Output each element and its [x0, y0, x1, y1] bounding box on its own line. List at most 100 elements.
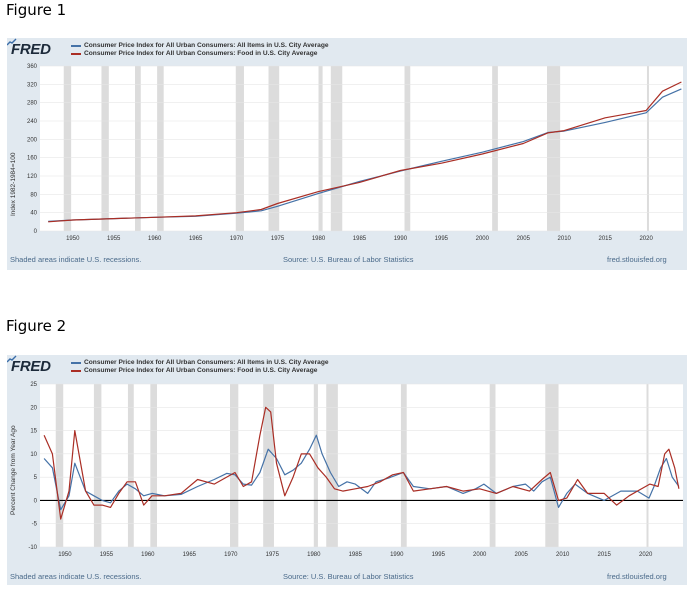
- x-tick-label: 2010: [556, 552, 570, 558]
- recession-band: [400, 384, 407, 547]
- recession-band: [330, 66, 343, 231]
- legend-swatch-red: [71, 370, 81, 372]
- y-tick-label: 5: [34, 475, 38, 481]
- y-tick-label: 40: [30, 211, 37, 217]
- source-note: Source: U.S. Bureau of Labor Statistics: [283, 255, 414, 264]
- x-tick-label: 1990: [390, 552, 404, 558]
- recession-band: [646, 66, 649, 231]
- legend-swatch-blue: [71, 45, 81, 47]
- recession-band: [318, 66, 323, 231]
- x-tick-label: 1980: [307, 552, 321, 558]
- recession-band: [489, 384, 496, 547]
- x-tick-label: 1985: [349, 552, 363, 558]
- y-tick-label: 80: [30, 192, 37, 198]
- fred-logo: FRED: [11, 358, 51, 375]
- x-tick-label: 1975: [266, 552, 280, 558]
- x-tick-label: 1965: [183, 552, 197, 558]
- y-tick-label: 15: [30, 429, 37, 435]
- x-tick-label: 1985: [353, 236, 367, 242]
- x-tick-label: 1995: [435, 236, 449, 242]
- x-tick-label: 2000: [476, 236, 490, 242]
- y-tick-label: 200: [27, 137, 38, 143]
- x-tick-label: 2005: [515, 552, 529, 558]
- legend-item-food: Consumer Price Index for All Urban Consu…: [71, 367, 329, 375]
- x-tick-label: 1955: [100, 552, 114, 558]
- recession-band: [263, 384, 274, 547]
- fred-url: fred.stlouisfed.org: [607, 572, 667, 581]
- recession-band: [646, 384, 649, 547]
- recession-note: Shaded areas indicate U.S. recessions.: [10, 572, 142, 581]
- legend-label: Consumer Price Index for All Urban Consu…: [84, 50, 318, 57]
- recession-band: [545, 384, 559, 547]
- source-note: Source: U.S. Bureau of Labor Statistics: [283, 572, 414, 581]
- x-tick-label: 2015: [599, 236, 613, 242]
- x-tick-label: 2000: [473, 552, 487, 558]
- y-tick-label: 280: [27, 101, 38, 107]
- x-tick-label: 1970: [224, 552, 238, 558]
- plot-area: [40, 384, 683, 547]
- y-tick-label: 360: [27, 64, 38, 70]
- recession-band: [157, 66, 164, 231]
- legend-swatch-red: [71, 53, 81, 55]
- figure-2-title: Figure 2: [6, 317, 67, 335]
- x-tick-label: 1980: [312, 236, 326, 242]
- figure-1-title: Figure 1: [6, 1, 67, 19]
- x-tick-label: 1950: [66, 236, 80, 242]
- x-tick-label: 2015: [598, 552, 612, 558]
- legend-label: Consumer Price Index for All Urban Consu…: [84, 359, 329, 366]
- recession-band: [150, 384, 157, 547]
- plot-area: [40, 66, 683, 231]
- recession-band: [135, 66, 141, 231]
- x-tick-label: 1960: [148, 236, 162, 242]
- recession-band: [101, 66, 109, 231]
- figure-1-plot: 0 40 80 120 160 200 240 280 320 360 1950 1955 1960 19…: [27, 64, 683, 242]
- series-line-food: [43, 406, 680, 520]
- recession-band: [229, 384, 239, 547]
- recession-band: [127, 384, 134, 547]
- fred-graph-mark-icon: [7, 38, 17, 46]
- recession-band: [268, 66, 280, 231]
- legend-item-all-items: Consumer Price Index for All Urban Consu…: [71, 359, 329, 367]
- legend-swatch-blue: [71, 362, 81, 364]
- x-tick-label: 1975: [271, 236, 285, 242]
- chart-legend: Consumer Price Index for All Urban Consu…: [71, 42, 329, 58]
- figure-2-chart-panel: FRED Consumer Price Index for All Urban …: [7, 355, 687, 585]
- y-tick-label: 10: [30, 452, 37, 458]
- series-line-food: [48, 81, 682, 223]
- x-tick-label: 2020: [639, 236, 653, 242]
- x-tick-label: 1960: [141, 552, 155, 558]
- x-tick-label: 2010: [558, 236, 572, 242]
- y-tick-label: 120: [27, 174, 38, 180]
- recession-band: [547, 66, 561, 231]
- x-tick-label: 1970: [230, 236, 244, 242]
- x-tick-label: 1950: [58, 552, 72, 558]
- fred-graph-mark-icon: [7, 355, 17, 363]
- x-tick-label: 2020: [639, 552, 653, 558]
- y-tick-label: 0: [34, 229, 38, 235]
- y-tick-label: 240: [27, 119, 38, 125]
- x-tick-label: 1990: [394, 236, 408, 242]
- y-tick-label: 25: [30, 382, 37, 388]
- series-line-all-items: [43, 434, 680, 511]
- legend-label: Consumer Price Index for All Urban Consu…: [84, 42, 329, 49]
- recession-band: [404, 66, 411, 231]
- recession-note: Shaded areas indicate U.S. recessions.: [10, 255, 142, 264]
- recession-band: [326, 384, 338, 547]
- chart-legend: Consumer Price Index for All Urban Consu…: [71, 359, 329, 375]
- y-tick-label: 20: [30, 405, 37, 411]
- figure-1-chart-panel: FRED Consumer Price Index for All Urban …: [7, 38, 687, 270]
- y-tick-label: 160: [27, 156, 38, 162]
- y-tick-label: 0: [34, 498, 38, 504]
- y-tick-label: 320: [27, 82, 38, 88]
- x-tick-label: 1995: [432, 552, 446, 558]
- recession-band: [93, 384, 102, 547]
- x-tick-label: 1955: [107, 236, 121, 242]
- recession-band: [63, 66, 72, 231]
- x-tick-label: 1965: [189, 236, 203, 242]
- recession-band: [55, 384, 64, 547]
- y-tick-label: -5: [32, 522, 38, 528]
- y-tick-label: -10: [28, 545, 37, 551]
- figure-2-plot: -10 -5 0 5 10 15 20 25 1950 1955 1960 1965 1970 1975 1…: [28, 382, 683, 558]
- fred-url: fred.stlouisfed.org: [607, 255, 667, 264]
- fred-logo: FRED: [11, 41, 51, 58]
